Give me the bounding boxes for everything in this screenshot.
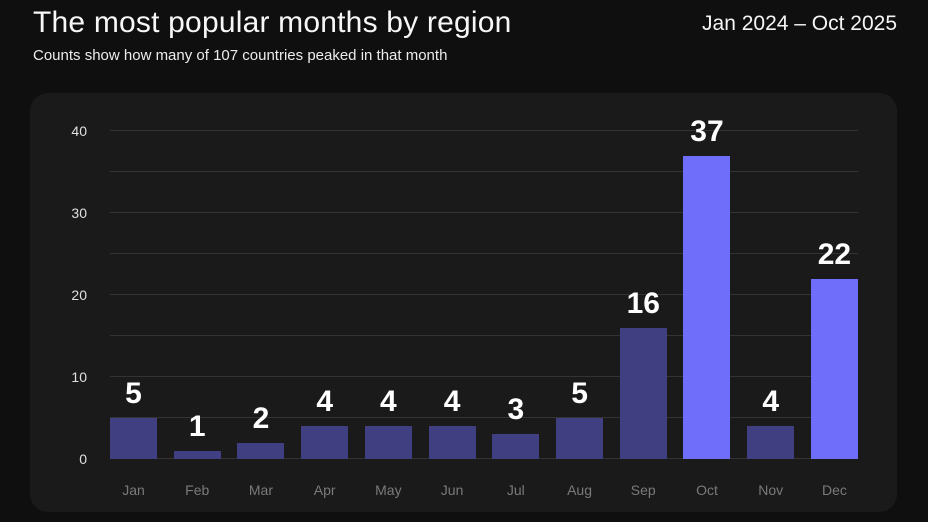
bar-apr — [301, 426, 349, 459]
bar-value-apr: 4 — [316, 385, 333, 419]
bar-value-oct: 37 — [690, 114, 724, 148]
x-tick-label-aug: Aug — [567, 482, 592, 498]
bar-nov — [747, 426, 795, 459]
x-tick-label-dec: Dec — [821, 482, 847, 498]
bar-column-feb: 1 Feb — [173, 131, 221, 498]
gridline-0 — [110, 458, 858, 459]
bar-sep — [619, 327, 667, 459]
page-title: The most popular months by region — [33, 6, 512, 39]
gridline-25 — [110, 253, 858, 254]
x-tick-label-oct: Oct — [696, 482, 718, 498]
x-tick-label-jun: Jun — [440, 482, 464, 498]
chart-panel: 0 10 20 30 40 5 Jan 1 Feb 2 Mar 4 Apr 4 May 4 Jun 3 Jul 5 A… — [30, 93, 897, 512]
date-range-label: Jan 2024 – Oct 2025 — [702, 12, 897, 35]
bar-column-jun: 4 Jun — [428, 131, 476, 498]
bar-column-aug: 5 Aug — [556, 131, 604, 498]
bar-aug — [556, 418, 604, 459]
bar-value-aug: 5 — [571, 377, 588, 410]
bar-column-may: 4 May — [364, 131, 412, 498]
bar-column-nov: 4 Nov — [747, 131, 795, 498]
bar-column-jan: 5 Jan — [110, 131, 157, 498]
y-tick-label-10: 10 — [71, 369, 87, 385]
bar-series: 5 Jan 1 Feb 2 Mar 4 Apr 4 May 4 Jun 3 Jul 5 Aug 16 Sep 37 O… — [110, 116, 858, 498]
bar-column-apr: 4 Apr — [301, 131, 349, 498]
x-tick-label-nov: Nov — [758, 482, 784, 498]
gridline-30 — [110, 212, 858, 213]
bar-value-dec: 22 — [817, 237, 852, 271]
header: The most popular months by region Counts… — [0, 0, 928, 93]
page-subtitle: Counts show how many of 107 countries pe… — [33, 47, 448, 64]
bar-value-jun: 4 — [443, 385, 461, 419]
bar-column-dec: 22 Dec — [810, 131, 858, 498]
bar-oct — [683, 155, 731, 459]
bar-column-jul: 3 Jul — [492, 131, 540, 498]
bar-column-oct: 37 Oct — [683, 116, 731, 498]
bar-feb — [173, 450, 221, 459]
gridline-15 — [110, 335, 858, 336]
y-tick-label-0: 0 — [79, 451, 87, 467]
x-tick-label-may: May — [375, 482, 402, 498]
bar-value-jul: 3 — [507, 393, 525, 427]
bar-column-sep: 16 Sep — [619, 131, 667, 498]
bar-value-nov: 4 — [762, 385, 780, 419]
x-tick-label-sep: Sep — [630, 482, 656, 498]
bar-jun — [428, 426, 476, 459]
bar-column-mar: 2 Mar — [237, 131, 285, 498]
bar-jan — [110, 418, 157, 459]
x-tick-label-mar: Mar — [248, 482, 273, 498]
y-tick-label-40: 40 — [71, 123, 87, 139]
bar-mar — [237, 442, 285, 459]
bar-jul — [492, 434, 540, 459]
bar-dec — [810, 278, 858, 459]
gridline-5 — [110, 417, 858, 418]
gridline-40 — [110, 130, 858, 131]
y-tick-label-30: 30 — [71, 205, 87, 221]
gridline-20 — [110, 294, 858, 295]
x-tick-label-apr: Apr — [313, 482, 336, 498]
bar-value-feb: 1 — [188, 409, 206, 443]
x-tick-label-jul: Jul — [506, 482, 525, 498]
plot-area: 5 Jan 1 Feb 2 Mar 4 Apr 4 May 4 Jun 3 Jul 5 Aug 16 Sep 37 O… — [110, 116, 858, 498]
x-tick-label-jan: Jan — [122, 482, 145, 498]
y-axis-tick-labels: 0 10 20 30 40 — [30, 123, 87, 467]
bar-value-mar: 2 — [252, 401, 270, 435]
gridline-10 — [110, 376, 858, 377]
bar-value-jan: 5 — [125, 377, 142, 410]
x-tick-label-feb: Feb — [185, 482, 210, 498]
y-tick-label-20: 20 — [71, 287, 87, 303]
gridline-35 — [110, 171, 858, 172]
bar-may — [364, 426, 412, 459]
bar-value-may: 4 — [380, 385, 397, 419]
bar-value-sep: 16 — [626, 286, 660, 320]
